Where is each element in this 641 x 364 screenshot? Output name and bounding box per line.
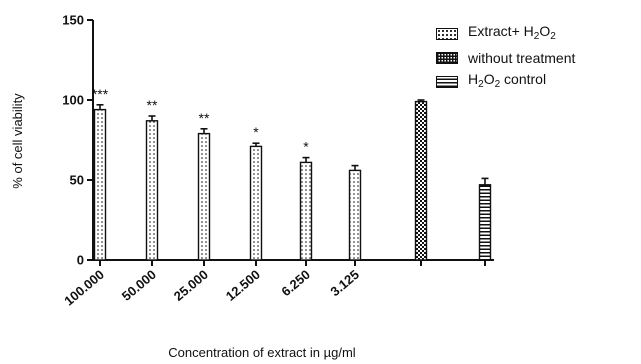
legend-label-without-treatment: without treatment [468,50,576,66]
legend-label-extract: Extract+ H2O2 [468,23,556,42]
x-tick-label: 6.250 [278,267,313,299]
bar [249,145,263,261]
bar [299,161,313,261]
x-tick-label: 12.500 [223,267,263,304]
legend: Extract+ H2O2 without treatment H2O2 con… [436,22,575,94]
significance-label: ** [147,97,158,113]
x-tick-label: 25.000 [171,267,211,304]
legend-swatch-dots [436,28,458,40]
bar [93,108,107,261]
significance-label: ** [199,110,210,126]
y-tick-label: 0 [77,253,84,268]
legend-label-h2o2-control: H2O2 control [468,71,547,90]
bar [414,100,428,261]
significance-label: *** [92,86,109,102]
legend-item-h2o2-control: H2O2 control [436,70,575,94]
bar [348,169,362,261]
bar [478,184,492,261]
x-tick-label: 50.000 [119,267,159,304]
legend-item-extract: Extract+ H2O2 [436,22,575,46]
significance-label: * [303,139,309,155]
y-tick-label: 100 [62,93,84,108]
legend-swatch-lines [436,76,458,88]
x-tick-label: 3.125 [327,267,362,299]
bars: ********* [92,86,492,261]
significance-label: * [253,124,259,140]
bar [145,120,159,261]
x-tick-label: 100.000 [61,267,107,309]
bar [197,132,211,261]
y-tick-label: 150 [62,13,84,28]
x-axis-title: Concentration of extract in µg/ml [168,345,356,360]
tick-labels: 0 50 100 150 100.000 50.000 25.000 12.500 6.250 3… [61,13,362,309]
legend-item-without-treatment: without treatment [436,46,575,70]
legend-swatch-checker [436,52,458,64]
y-tick-label: 50 [70,173,84,188]
y-axis-title: % of cell viability [10,93,25,189]
